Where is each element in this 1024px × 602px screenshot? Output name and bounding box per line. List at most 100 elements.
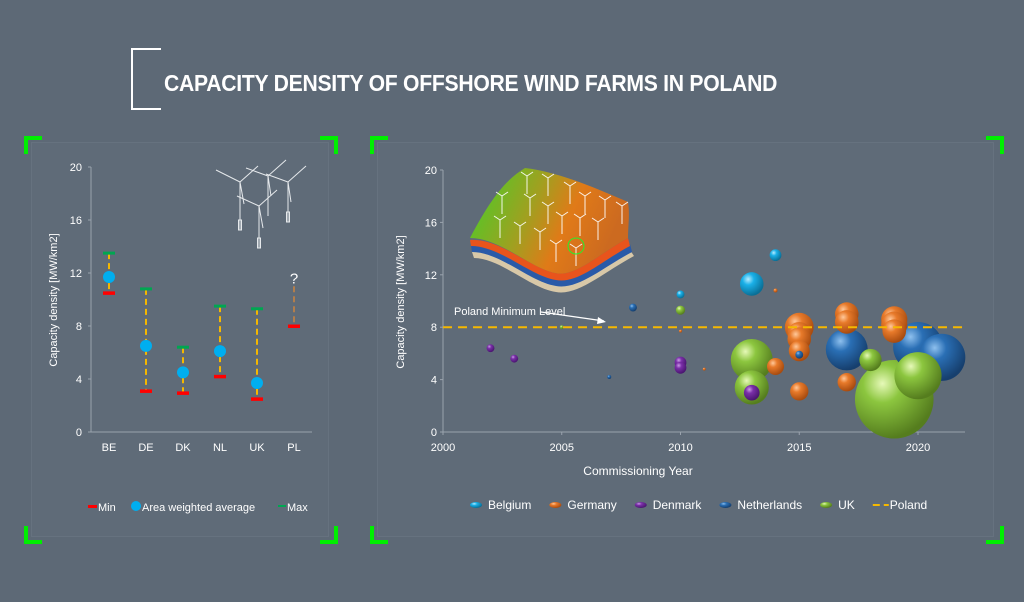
min-marker-UK bbox=[251, 397, 263, 401]
bubble-germany bbox=[882, 319, 907, 343]
min-marker-DK bbox=[177, 391, 189, 395]
right-x-tick-label: 2000 bbox=[431, 442, 455, 454]
mini-turbine-icon bbox=[569, 243, 583, 266]
bubble-netherlands bbox=[795, 350, 804, 359]
right-x-tick-label: 2015 bbox=[787, 442, 811, 454]
left-x-tick-label: DE bbox=[138, 442, 153, 454]
bubble-germany bbox=[834, 310, 859, 334]
min-marker-DE bbox=[140, 389, 152, 393]
bubble-germany bbox=[790, 382, 809, 401]
bubble-uk bbox=[559, 325, 564, 330]
right-y-tick-label: 4 bbox=[431, 375, 437, 387]
avg-marker-DK bbox=[177, 366, 189, 379]
bubble-belgium bbox=[676, 290, 685, 299]
mini-turbine-icon bbox=[513, 221, 527, 244]
mini-turbine-icon bbox=[563, 181, 577, 204]
mini-turbine-icon bbox=[541, 173, 555, 196]
bubble-germany bbox=[702, 367, 706, 371]
bubble-uk bbox=[859, 348, 882, 372]
left-x-tick-label: BE bbox=[102, 442, 117, 454]
unknown-max-annotation: ? bbox=[290, 271, 298, 288]
page-title: CAPACITY DENSITY OF OFFSHORE WIND FARMS … bbox=[164, 70, 778, 96]
left-chart-axes bbox=[90, 167, 312, 433]
frame-corner bbox=[24, 526, 42, 544]
bubble-belgium bbox=[739, 272, 764, 296]
left-y-tick-label: 16 bbox=[70, 215, 82, 227]
right-x-tick-label: 2020 bbox=[906, 442, 930, 454]
bubble-germany bbox=[773, 288, 778, 293]
mini-turbine-icon bbox=[541, 201, 555, 224]
legend-uk-marker bbox=[820, 502, 833, 508]
avg-marker-NL bbox=[214, 345, 226, 358]
bubble-uk bbox=[894, 352, 942, 400]
mini-turbine-icon bbox=[578, 191, 592, 214]
mini-turbine-icon bbox=[495, 191, 509, 214]
bubble-netherlands bbox=[629, 303, 637, 312]
left-x-tick-label: UK bbox=[249, 442, 265, 454]
right-y-tick-label: 20 bbox=[425, 165, 437, 177]
left-y-tick-label: 12 bbox=[70, 268, 82, 280]
frame-corner bbox=[986, 136, 1004, 154]
bubble-germany bbox=[766, 357, 785, 376]
mini-turbine-icon bbox=[549, 239, 563, 262]
avg-marker-DE bbox=[140, 339, 152, 352]
legend-max-label: Max bbox=[287, 502, 308, 514]
title-bracket bbox=[131, 48, 161, 110]
right-x-tick-label: 2010 bbox=[668, 442, 692, 454]
right-y-tick-label: 0 bbox=[431, 427, 437, 439]
legend-belgium-marker bbox=[470, 502, 482, 508]
legend-min-label: Min bbox=[98, 502, 116, 514]
right-y-axis-label: Capacity density [MW/km2] bbox=[395, 235, 407, 368]
frame-corner bbox=[986, 526, 1004, 544]
bubble-denmark bbox=[743, 384, 760, 401]
bubble-netherlands bbox=[607, 375, 612, 379]
left-x-tick-label: DK bbox=[175, 442, 191, 454]
left-y-tick-label: 8 bbox=[76, 321, 82, 333]
left-x-tick-label: PL bbox=[287, 442, 300, 454]
min-marker-PL bbox=[288, 324, 300, 328]
max-marker-BE bbox=[103, 251, 115, 255]
right-y-tick-label: 8 bbox=[431, 322, 437, 334]
frame-corner bbox=[370, 136, 388, 154]
wind-farm-illustration bbox=[470, 168, 634, 293]
bubble-germany bbox=[679, 329, 682, 333]
left-x-tick-label: NL bbox=[213, 442, 227, 454]
bubble-denmark bbox=[674, 361, 687, 374]
left-chart-panel bbox=[31, 142, 329, 537]
frame-corner bbox=[370, 526, 388, 544]
legend-min-marker bbox=[88, 505, 97, 508]
right-y-tick-label: 12 bbox=[425, 270, 437, 282]
legend-germany-label: Germany bbox=[567, 498, 616, 512]
annotation-arrow bbox=[540, 311, 605, 322]
wind-turbine-icon bbox=[215, 159, 307, 249]
right-y-tick-label: 16 bbox=[425, 217, 437, 229]
mini-turbine-icon bbox=[523, 193, 537, 216]
highlight-circle bbox=[567, 237, 585, 255]
bubble-netherlands bbox=[825, 328, 868, 371]
mini-turbine-icon bbox=[520, 171, 534, 194]
legend-denmark-marker bbox=[634, 502, 647, 508]
bubble-uk bbox=[730, 338, 773, 381]
annotation-arrowhead bbox=[597, 317, 606, 324]
legend-denmark-label: Denmark bbox=[653, 498, 703, 512]
legend-max-marker bbox=[278, 505, 286, 507]
min-marker-BE bbox=[103, 291, 115, 295]
bubble-belgium bbox=[769, 249, 782, 262]
right-legend: Belgium Germany Denmark Netherlands UK Poland bbox=[470, 498, 927, 512]
legend-netherlands-label: Netherlands bbox=[737, 498, 802, 512]
mini-turbine-icon bbox=[615, 201, 629, 224]
bubble-denmark bbox=[486, 344, 495, 353]
legend-avg-label: Area weighted average bbox=[142, 502, 255, 514]
right-x-axis-label: Commissioning Year bbox=[583, 464, 692, 478]
frame-corner bbox=[320, 136, 338, 154]
max-marker-DK bbox=[177, 345, 189, 349]
frame-corner bbox=[24, 136, 42, 154]
legend-germany-marker bbox=[549, 502, 562, 508]
left-y-axis-label: Capacity density [MW/km2] bbox=[48, 233, 60, 366]
bubble-germany bbox=[788, 340, 810, 362]
max-marker-NL bbox=[214, 304, 226, 308]
bubble-uk bbox=[675, 305, 686, 315]
mini-turbine-icon bbox=[598, 195, 612, 218]
frame-corner bbox=[320, 526, 338, 544]
